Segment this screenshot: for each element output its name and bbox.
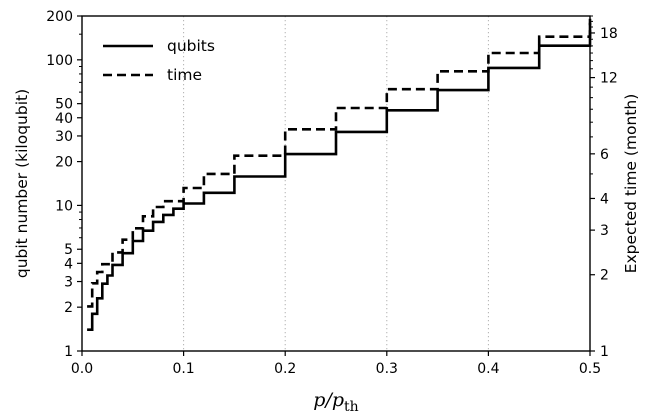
left-y-tick-label-10: 100 bbox=[46, 53, 73, 69]
left-y-tick-label-2: 3 bbox=[64, 275, 73, 291]
x-axis-label-subscript: th bbox=[344, 399, 359, 415]
series-line-qubits bbox=[87, 22, 592, 331]
x-grid-lines bbox=[183, 16, 489, 351]
x-tick-label-5: 0.5 bbox=[579, 361, 601, 377]
left-y-tick-label-8: 40 bbox=[55, 111, 73, 127]
right-y-tick-label-5: 12 bbox=[600, 71, 618, 87]
legend-label-time: time bbox=[167, 66, 202, 84]
left-y-tick-label-1: 2 bbox=[64, 300, 73, 316]
right-y-tick-label-2: 3 bbox=[600, 223, 609, 239]
right-y-tick-label-1: 2 bbox=[600, 268, 609, 284]
right-y-tick-label-6: 18 bbox=[600, 26, 618, 42]
left-y-axis-label: qubit number (kiloqubit) bbox=[13, 89, 31, 278]
x-axis-label-main: p/p bbox=[313, 389, 344, 411]
left-y-tick-label-7: 30 bbox=[55, 129, 73, 145]
right-y-axis-label: Expected time (month) bbox=[622, 94, 640, 274]
x-tick-label-1: 0.1 bbox=[172, 361, 194, 377]
legend-label-qubits: qubits bbox=[167, 37, 215, 55]
left-y-tick-label-5: 10 bbox=[55, 198, 73, 214]
left-y-tick-label-4: 5 bbox=[64, 242, 73, 258]
x-tick-label-2: 0.2 bbox=[274, 361, 296, 377]
legend: qubits time bbox=[103, 37, 215, 84]
left-y-tick-label-0: 1 bbox=[64, 344, 73, 360]
left-y-tick-label-9: 50 bbox=[55, 97, 73, 113]
x-tick-label-0: 0.0 bbox=[71, 361, 93, 377]
left-y-tick-label-6: 20 bbox=[55, 155, 73, 171]
x-axis-ticks: 0.0 0.1 0.2 0.3 0.4 0.5 bbox=[71, 351, 601, 377]
x-axis-label: p/pth bbox=[313, 389, 358, 415]
right-y-tick-label-0: 1 bbox=[600, 344, 609, 360]
x-tick-label-3: 0.3 bbox=[376, 361, 398, 377]
left-y-tick-label-3: 4 bbox=[64, 256, 73, 272]
right-y-tick-label-3: 4 bbox=[600, 191, 609, 207]
series-line-time bbox=[87, 18, 592, 308]
left-y-tick-label-11: 200 bbox=[46, 9, 73, 25]
series-lines bbox=[87, 18, 592, 331]
plot-frame bbox=[81, 15, 591, 352]
right-y-tick-label-4: 6 bbox=[600, 147, 609, 163]
x-tick-label-4: 0.4 bbox=[477, 361, 499, 377]
